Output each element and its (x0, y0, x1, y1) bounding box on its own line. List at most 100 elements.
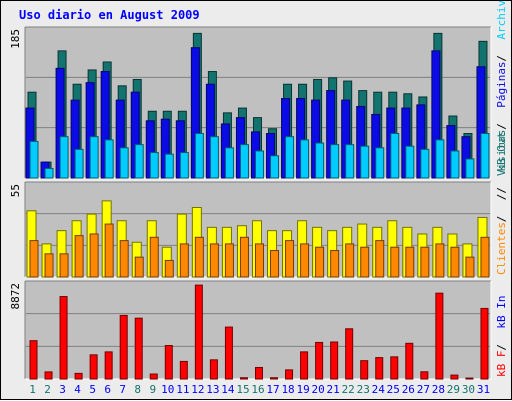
bottom-bar-kb-f (164, 345, 173, 380)
chart-title: Uso diario en August 2009 (19, 8, 200, 22)
x-tick-label: 15 (236, 383, 249, 396)
bottom-bar-kb-f (119, 314, 128, 380)
middle-bar-kb-out (375, 240, 385, 278)
x-tick-label: 26 (402, 383, 415, 396)
top-bar-archivos (164, 153, 174, 179)
middle-bar-kb-out (179, 243, 189, 278)
middle-bar-kb-out (104, 223, 114, 278)
x-tick-label: 7 (119, 383, 126, 396)
middle-bar-kb-out (149, 236, 159, 278)
bottom-bar-kb-f (239, 377, 248, 380)
top-bar-archivos (270, 155, 280, 179)
top-bar-archivos (375, 147, 385, 179)
middle-legend-separator: / (495, 187, 508, 194)
x-tick-label: 13 (206, 383, 219, 396)
x-tick-label: 6 (104, 383, 111, 396)
bottom-bar-kb-f (390, 356, 399, 380)
bottom-bar-kb-f (315, 341, 324, 380)
middle-bar-kb-out (209, 243, 219, 278)
top-bar-archivos (209, 136, 219, 179)
middle-bar-kb-out (465, 256, 475, 278)
top-bar-archivos (44, 167, 54, 179)
top-bar-archivos (104, 139, 114, 179)
middle-bar-kb-out (420, 246, 430, 278)
top-legend-item: Archivos (495, 1, 508, 40)
bottom-bar-kb-f (149, 373, 158, 380)
bottom-bar-kb-f (89, 354, 98, 380)
bottom-bar-kb-f (104, 351, 113, 380)
x-tick-label: 29 (447, 383, 460, 396)
middle-bar-kb-out (89, 233, 99, 278)
bottom-bar-kb-f (44, 371, 53, 380)
middle-legend-item: Clientes (495, 222, 508, 275)
middle-bar-kb-out (119, 240, 129, 278)
middle-bar-kb-out (134, 256, 144, 278)
top-bar-archivos (119, 147, 129, 179)
x-tick-label: 22 (342, 383, 355, 396)
x-tick-label: 31 (477, 383, 490, 396)
top-bar-archivos (405, 145, 415, 179)
top-bar-archivos (239, 144, 249, 179)
bottom-bar-kb-f (254, 366, 263, 380)
top-bar-archivos (480, 133, 490, 179)
top-legend-item: Visitas (495, 130, 508, 176)
top-ymax-label: 185 (9, 29, 22, 49)
top-bar-archivos (330, 144, 340, 179)
bottom-bar-kb-f (420, 371, 429, 380)
middle-bar-kb-out (330, 250, 340, 278)
x-tick-label: 14 (221, 383, 235, 396)
middle-bar-kb-out (450, 246, 460, 278)
x-tick-label: 9 (149, 383, 156, 396)
x-tick-label: 23 (357, 383, 370, 396)
middle-bar-kb-out (285, 240, 295, 278)
top-bar-archivos (74, 148, 84, 179)
middle-legend-item: kB Out (495, 132, 508, 172)
x-tick-label: 30 (462, 383, 475, 396)
bottom-bar-kb-f (29, 340, 38, 380)
top-bar-archivos (179, 152, 189, 179)
x-tick-label: 1 (29, 383, 36, 396)
middle-bar-kb-out (270, 250, 280, 278)
top-bar-archivos (345, 144, 355, 179)
bottom-bar-kb-f (360, 360, 369, 380)
x-tick-label: 24 (372, 383, 386, 396)
top-bar-archivos (254, 150, 264, 179)
top-bar-archivos (194, 133, 204, 179)
x-tick-label: 10 (161, 383, 174, 396)
x-tick-label: 4 (74, 383, 81, 396)
middle-bar-kb-out (59, 253, 69, 278)
x-tick-label: 27 (417, 383, 430, 396)
top-legend-separator: / (495, 123, 508, 130)
top-bar-archivos (450, 150, 460, 179)
middle-bar-kb-out (224, 243, 234, 278)
top-bar-archivos (420, 148, 430, 179)
middle-bar-kb-out (360, 246, 370, 278)
bottom-bar-kb-f (74, 372, 83, 380)
middle-bar-kb-out (239, 236, 249, 278)
top-bar-archivos (435, 139, 445, 179)
bottom-bar-kb-f (59, 296, 68, 380)
bottom-bar-kb-f (300, 351, 309, 380)
middle-bar-kb-out (164, 259, 174, 278)
top-bar-archivos (224, 147, 234, 179)
top-bar-archivos (315, 142, 325, 179)
x-tick-label: 2 (44, 383, 51, 396)
bottom-bar-kb-f (330, 341, 339, 380)
middle-legend-separator: / (495, 216, 508, 223)
top-bar-archivos (89, 136, 99, 179)
bottom-bar-kb-f (435, 292, 444, 380)
bottom-legend-separator: / (495, 344, 508, 351)
bottom-bar-kb-f (209, 359, 218, 380)
middle-bar-kb-out (480, 236, 490, 278)
x-tick-label: 25 (387, 383, 400, 396)
x-tick-label: 5 (89, 383, 96, 396)
x-tick-label: 20 (312, 383, 325, 396)
middle-bar-kb-out (345, 243, 355, 278)
middle-bar-kb-out (300, 243, 310, 278)
top-bar-archivos (149, 152, 159, 179)
bottom-bar-kb-f (405, 342, 414, 380)
top-bar-archivos (360, 145, 370, 179)
x-tick-label: 28 (432, 383, 445, 396)
